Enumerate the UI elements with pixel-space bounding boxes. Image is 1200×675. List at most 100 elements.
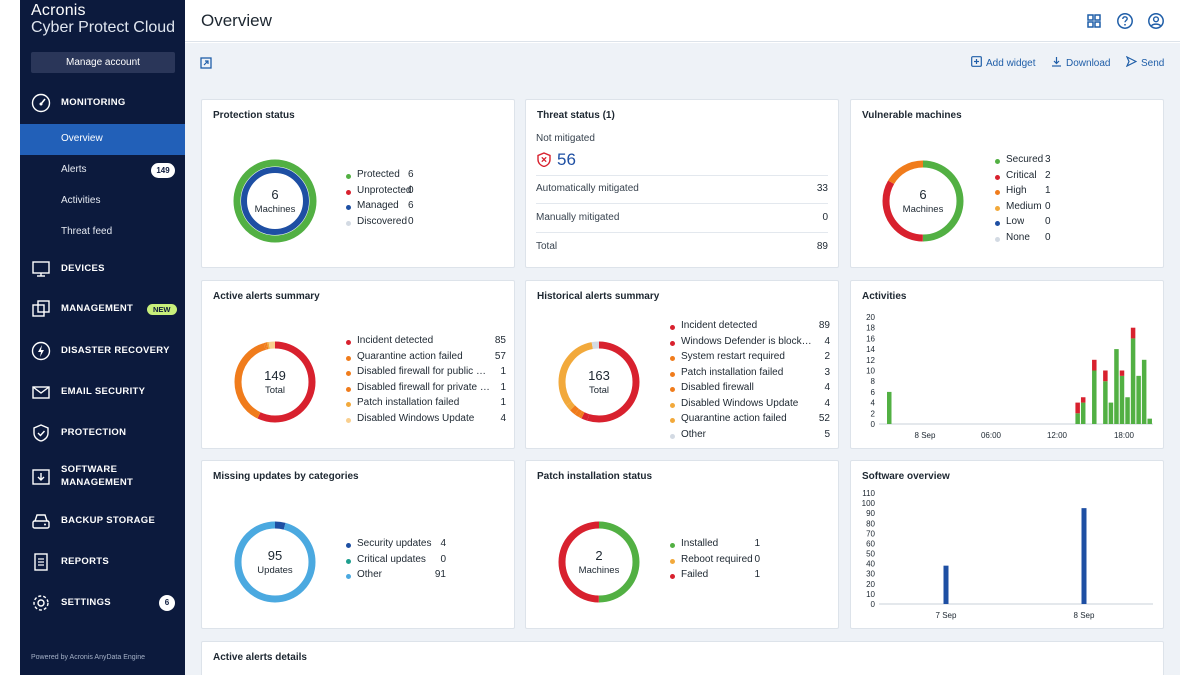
nav-threat-feed[interactable]: Threat feed	[20, 217, 185, 248]
legend-item: Managed 6	[346, 200, 426, 216]
add-widget-button[interactable]: Add widget	[971, 56, 1035, 70]
legend-dot	[346, 355, 351, 361]
activity-bar	[1092, 370, 1097, 424]
widget-active-alerts-summary: Active alerts summary 149 Total Incident…	[201, 280, 515, 449]
donut-value: 2	[595, 548, 603, 563]
nav-protection[interactable]: PROTECTION	[20, 416, 185, 450]
nav-software-management-label: SOFTWARE MANAGEMENT	[61, 464, 134, 488]
legend-dot	[346, 386, 351, 392]
powered-by: Powered by Acronis AnyData Engine	[31, 654, 146, 661]
legend-value: 1	[754, 569, 760, 580]
y-tick-label: 110	[862, 489, 875, 498]
donut-label: Total	[264, 385, 286, 396]
legend-label: Medium	[1006, 200, 1042, 212]
software-bar	[1081, 508, 1087, 604]
legend-value: 1	[500, 366, 506, 377]
y-tick-label: 60	[866, 539, 875, 548]
activity-bar	[1130, 327, 1136, 339]
donut-ring	[558, 341, 640, 423]
nav-alerts[interactable]: Alerts 149	[20, 155, 185, 186]
settings-count-badge: 6	[159, 595, 175, 611]
legend-item: Discovered 0	[346, 216, 426, 232]
legend-dot	[670, 574, 675, 579]
activity-bar	[1103, 370, 1108, 382]
legend-value: 2	[1045, 169, 1051, 181]
legend-value: 0	[408, 215, 414, 227]
widget-title: Threat status (1)	[537, 110, 615, 121]
legend-label: Windows Defender is blocked...	[681, 335, 815, 347]
nav-monitoring[interactable]: MONITORING	[20, 86, 185, 120]
donut-ring	[558, 521, 640, 603]
legend-value: 3	[824, 366, 830, 378]
help-icon[interactable]	[1116, 12, 1134, 30]
row-value: 89	[816, 241, 828, 252]
donut-segment	[558, 341, 640, 423]
donut-ring	[882, 160, 964, 242]
legend-label: Incident detected	[357, 335, 434, 346]
donut-value: 95	[267, 548, 283, 563]
gear-icon	[31, 593, 51, 613]
nav-email-security[interactable]: EMAIL SECURITY	[20, 375, 185, 409]
legend-dot	[346, 205, 351, 210]
y-tick-label: 50	[866, 550, 875, 559]
legend-item: High 1	[995, 185, 1075, 201]
legend-item: System restart required 2	[670, 351, 830, 367]
vulnerable-legend: Secured 3 Critical 2 High 1 Medium 0 Low 0 No…	[995, 154, 1075, 247]
legend-label: Low	[1006, 216, 1025, 227]
legend-item: Medium 0	[995, 201, 1075, 217]
legend-value: 0	[754, 553, 760, 565]
activity-bar	[1130, 338, 1136, 424]
legend-label: Disabled Windows Update	[357, 412, 475, 424]
row-label: Manually mitigated	[536, 212, 620, 223]
widget-title: Active alerts summary	[213, 291, 320, 302]
nav-disaster-recovery-label: DISASTER RECOVERY	[61, 344, 170, 356]
donut-segment	[234, 521, 316, 603]
legend-dot	[995, 221, 1000, 226]
nav-devices-label: DEVICES	[61, 262, 105, 274]
nav-settings[interactable]: SETTINGS 6	[20, 586, 185, 620]
nav-alerts-label: Alerts	[61, 164, 87, 175]
donut-segment	[234, 341, 316, 423]
send-button[interactable]: Send	[1125, 55, 1164, 70]
manage-account-button[interactable]: Manage account	[31, 52, 175, 73]
protection-donut: 6 Machines	[232, 158, 318, 244]
nav-disaster-recovery[interactable]: DISASTER RECOVERY	[20, 334, 185, 368]
lightning-icon	[31, 341, 51, 361]
nav-overview[interactable]: Overview	[20, 124, 185, 155]
donut-label: Machines	[578, 565, 620, 576]
nav-management[interactable]: MANAGEMENT NEW	[20, 292, 185, 326]
legend-label: Unprotected	[357, 184, 412, 196]
missing-updates-legend: Security updates 4 Critical updates 0 Othe…	[346, 538, 446, 585]
activity-bar	[1103, 381, 1108, 424]
user-icon[interactable]	[1147, 12, 1165, 30]
widget-software-overview: Software overview 0 10 20 30 40 50 60 70 80 90 100…	[850, 460, 1164, 629]
not-mitigated-label: Not mitigated	[536, 133, 595, 144]
donut-segment	[882, 160, 964, 242]
activity-bar	[1080, 397, 1086, 403]
donut-value: 163	[588, 368, 610, 383]
legend-label: None	[1006, 231, 1030, 243]
divider	[536, 175, 828, 176]
grid-icon[interactable]	[1085, 12, 1103, 30]
nav-reports[interactable]: REPORTS	[20, 545, 185, 579]
nav-monitoring-label: MONITORING	[61, 96, 126, 108]
legend-label: Disabled Windows Update	[681, 397, 799, 409]
legend-item: Patch installation failed 3	[670, 367, 830, 383]
y-tick-label: 20	[866, 580, 875, 589]
legend-dot	[995, 190, 1000, 195]
y-tick-label: 20	[866, 313, 875, 322]
gauge-icon	[31, 93, 51, 113]
activity-bar	[1119, 375, 1125, 424]
expand-icon[interactable]	[200, 56, 212, 74]
legend-label: Quarantine action failed	[681, 413, 787, 424]
active-alerts-donut: 149 Total	[232, 339, 318, 425]
download-button[interactable]: Download	[1051, 56, 1110, 70]
nav-devices[interactable]: DEVICES	[20, 252, 185, 286]
legend-label: System restart required	[681, 351, 785, 362]
legend-value: 52	[818, 413, 830, 424]
nav-backup-storage[interactable]: BACKUP STORAGE	[20, 504, 185, 538]
nav-activities[interactable]: Activities	[20, 186, 185, 217]
legend-dot	[346, 417, 351, 423]
nav-software-management[interactable]: SOFTWARE MANAGEMENT	[20, 460, 185, 494]
